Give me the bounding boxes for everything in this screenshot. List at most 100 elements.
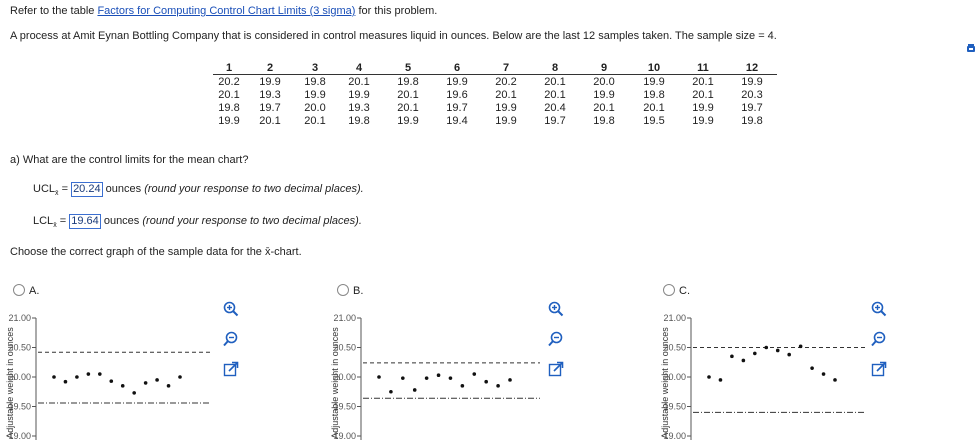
- table-cell: 19.6: [446, 88, 468, 101]
- table-cell: 20.1: [593, 101, 615, 114]
- chart-option-c: Adjustable weight in ounces 21.00 20.50 20.…: [660, 313, 865, 441]
- table-cell: 20.1: [397, 88, 419, 101]
- table-header-cell: 7: [481, 61, 531, 75]
- data-point: [775, 348, 780, 353]
- table-cell: 19.5: [643, 114, 665, 127]
- data-point: [109, 379, 114, 383]
- table-header-cell: 5: [383, 61, 433, 75]
- table-header-cell: 12: [727, 61, 777, 75]
- zoom-out-icon[interactable]: [870, 330, 888, 348]
- data-point: [787, 352, 791, 357]
- table-cell: 19.7: [259, 101, 281, 114]
- data-point: [436, 373, 441, 378]
- zoom-in-icon[interactable]: [222, 300, 240, 318]
- data-point: [718, 378, 723, 382]
- table-cell: 20.1: [544, 88, 566, 101]
- data-point: [75, 375, 79, 379]
- ucl-note: (round your response to two decimal plac…: [144, 183, 364, 195]
- zoom-out-icon[interactable]: [222, 330, 240, 348]
- data-point: [741, 358, 746, 363]
- ucl-line: UCLx̄ = 20.24 ounces (round your respons…: [33, 182, 364, 197]
- table-cell: 20.1: [643, 101, 665, 114]
- data-point: [508, 378, 512, 382]
- table-cell: 19.9: [692, 101, 714, 114]
- option-b[interactable]: B.: [337, 284, 363, 297]
- intro-suffix: for this problem.: [355, 5, 438, 17]
- option-a-label: A.: [29, 285, 40, 297]
- data-point: [753, 351, 757, 356]
- table-cell: 20.1: [259, 114, 281, 127]
- table-cell: 19.9: [643, 75, 665, 88]
- lcl-sub: x̄: [53, 222, 57, 229]
- y-tick-label: 19.00: [333, 431, 356, 441]
- problem-statement: A process at Amit Eynan Bottling Company…: [10, 30, 777, 42]
- popout-icon[interactable]: [222, 360, 240, 378]
- y-tick-label: 19.00: [663, 431, 686, 441]
- table-cell: 20.1: [397, 101, 419, 114]
- y-tick-label: 20.50: [8, 343, 31, 353]
- table-row: 20.2 19.9 19.8 20.1 19.8 19.9 20.2 20.1 20.0 19.9…: [213, 75, 777, 89]
- factors-table-link[interactable]: Factors for Computing Control Chart Limi…: [97, 5, 356, 17]
- data-point: [484, 379, 488, 384]
- table-cell: 19.8: [741, 114, 763, 127]
- lcl-note: (round your response to two decimal plac…: [142, 215, 362, 227]
- popout-icon[interactable]: [870, 360, 888, 378]
- zoom-in-icon[interactable]: [547, 300, 565, 318]
- option-a-radio[interactable]: [13, 284, 25, 296]
- table-header-cell: 1: [213, 61, 245, 75]
- table-cell: 19.9: [495, 114, 517, 127]
- calculator-icon[interactable]: [966, 43, 976, 53]
- table-cell: 19.9: [259, 75, 281, 88]
- zoom-out-icon[interactable]: [547, 330, 565, 348]
- table-cell: 19.9: [446, 75, 468, 88]
- y-tick-label: 20.00: [333, 372, 356, 382]
- data-point: [389, 389, 393, 394]
- data-point: [166, 384, 171, 388]
- table-row: 19.9 20.1 20.1 19.8 19.9 19.4 19.9 19.7 19.8 19.5…: [213, 114, 777, 127]
- table-cell: 20.1: [348, 75, 370, 88]
- option-c-radio[interactable]: [663, 284, 675, 296]
- intro-text: Refer to the table Factors for Computing…: [10, 5, 437, 17]
- lcl-label: LCL: [33, 215, 54, 227]
- table-cell: 19.9: [304, 88, 326, 101]
- table-cell: 19.8: [348, 114, 370, 127]
- zoom-in-icon[interactable]: [870, 300, 888, 318]
- y-tick-label: 19.00: [8, 431, 31, 441]
- y-tick-label: 19.50: [663, 402, 686, 412]
- table-header-cell: 4: [335, 61, 383, 75]
- data-point: [496, 384, 500, 388]
- chart-option-a: Adjustable weight in ounces 21.00 20.50 20.…: [5, 313, 210, 441]
- ucl-answer-box[interactable]: 20.24: [71, 182, 103, 197]
- table-cell: 19.7: [741, 101, 763, 114]
- table-cell: 20.1: [495, 88, 517, 101]
- option-c-label: C.: [679, 285, 690, 297]
- option-c[interactable]: C.: [663, 284, 690, 297]
- data-point: [424, 376, 429, 380]
- table-header-cell: 3: [295, 61, 335, 75]
- y-tick-label: 21.00: [663, 313, 686, 323]
- table-cell: 19.9: [218, 114, 240, 127]
- data-point: [52, 375, 56, 379]
- lcl-line: LCLx̄ = 19.64 ounces (round your respons…: [33, 214, 362, 229]
- lcl-unit: ounces: [103, 215, 140, 227]
- data-point: [707, 375, 711, 379]
- y-tick-label: 20.00: [663, 372, 686, 382]
- y-tick-label: 19.50: [8, 402, 31, 412]
- table-cell: 20.1: [692, 88, 714, 101]
- option-b-radio[interactable]: [337, 284, 349, 296]
- data-point: [143, 381, 148, 385]
- table-cell: 20.1: [304, 114, 326, 127]
- y-tick-label: 20.50: [663, 343, 686, 353]
- table-cell: 19.9: [495, 101, 517, 114]
- table-cell: 20.1: [544, 75, 566, 88]
- data-point: [178, 375, 182, 379]
- lcl-answer-box[interactable]: 19.64: [69, 214, 101, 229]
- y-tick-label: 20.00: [8, 372, 31, 382]
- popout-icon[interactable]: [547, 360, 565, 378]
- option-a[interactable]: A.: [13, 284, 39, 297]
- table-header-cell: 11: [679, 61, 727, 75]
- table-cell: 19.9: [397, 114, 419, 127]
- data-point: [86, 372, 91, 376]
- data-point: [132, 391, 136, 395]
- table-cell: 19.9: [593, 88, 615, 101]
